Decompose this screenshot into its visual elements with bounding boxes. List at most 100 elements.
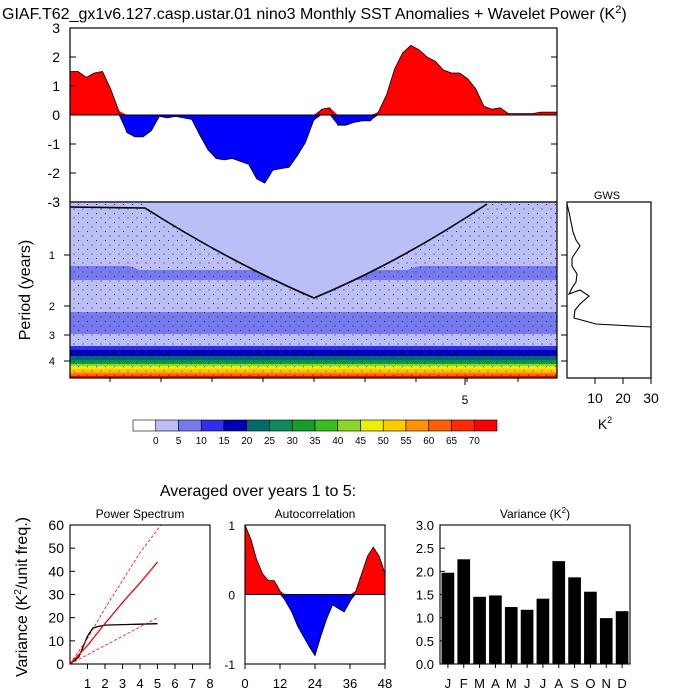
variance-ytick-label: 0.5 (416, 634, 434, 649)
colorbar-label: 50 (378, 436, 390, 447)
power-spectrum-spectrum-line (70, 623, 158, 664)
power-spectrum-xtick-label: 4 (136, 676, 143, 691)
variance-xtick-label: J (445, 676, 452, 691)
variance-bar (552, 561, 566, 664)
variance-bar (615, 611, 629, 664)
autocorrelation-line (244, 524, 386, 657)
power-spectrum-panel: Power Spectrum 0 10 20 30 40 50 60 1 2 3 4 5 6 7 8 Varia… (13, 507, 214, 691)
power-spectrum-ytick-label: 20 (48, 610, 64, 626)
gws-panel: GWS 10 20 30 K2 (561, 190, 659, 432)
colorbar-box (223, 419, 248, 432)
variance-xtick-label: A (491, 676, 500, 691)
cone-of-influence-line (69, 203, 488, 299)
gws-frame (566, 201, 652, 379)
colorbar-box (405, 419, 430, 432)
colorbar-label: 70 (469, 436, 481, 447)
anomaly-ytick-label: -3 (48, 194, 61, 210)
averaged-label: Averaged over years 1 to 5: (160, 483, 356, 500)
colorbar-box (451, 419, 475, 432)
power-spectrum-title: Power Spectrum (96, 507, 185, 521)
power-spectrum-xtick-label: 1 (84, 676, 91, 691)
autocorrelation-ytick-label: -1 (224, 658, 235, 672)
autocorrelation-ytick-label: 1 (228, 519, 235, 533)
colorbar-label: 15 (218, 436, 230, 447)
autocorrelation-ytick-label: 0 (228, 589, 235, 603)
anomaly-ytick-label: -2 (48, 165, 61, 181)
gws-xlabel: K2 (598, 415, 612, 432)
variance-bar (457, 559, 471, 664)
colorbar-box (314, 419, 339, 432)
colorbar-label: 65 (446, 436, 458, 447)
autocorrelation-xtick-label: 48 (378, 676, 392, 691)
wavelet-ytick-label: 3 (49, 330, 55, 342)
variance-bar (489, 595, 502, 664)
anomaly-ytick-label: 3 (52, 20, 60, 36)
variance-title: Variance (K2) (500, 506, 570, 521)
power-spectrum-xtick-label: 6 (171, 676, 178, 691)
power-spectrum-xtick-label: 7 (189, 676, 196, 691)
colorbar-label: 60 (423, 436, 435, 447)
variance-xtick-label: S (570, 676, 579, 691)
autocorrelation-xtick-label: 36 (343, 676, 357, 691)
variance-ytick-label: 2.5 (416, 541, 434, 556)
wavelet-panel: 1 2 3 4 Period (years) 5 (17, 201, 558, 407)
anomaly-panel: 3 2 1 0 -1 -2 -3 (48, 20, 558, 210)
autocorrelation-title: Autocorrelation (275, 507, 356, 521)
variance-bar (473, 596, 486, 664)
significance-stipple (70, 202, 557, 378)
wavelet-xtick-label: 5 (462, 393, 469, 407)
colorbar-label: 25 (264, 436, 276, 447)
colorbar: 0 5 10 15 20 25 30 35 40 45 50 55 60 65 70 (132, 419, 498, 447)
gws-line (566, 203, 652, 328)
variance-xtick-label: M (474, 676, 485, 691)
colorbar-label: 10 (196, 436, 208, 447)
wavelet-ytick-label: 1 (49, 250, 55, 262)
power-spectrum-ytick-label: 50 (48, 540, 64, 556)
anomaly-negative-area (70, 115, 557, 184)
power-spectrum-ytick-label: 0 (56, 656, 64, 672)
colorbar-box (473, 419, 498, 432)
colorbar-label: 55 (400, 436, 412, 447)
variance-xtick-label: J (524, 676, 531, 691)
figure-title: GIAF.T62_gx1v6.127.casp.ustar.01 nino3 M… (2, 4, 627, 23)
power-spectrum-ytick-label: 40 (48, 563, 64, 579)
colorbar-label: 45 (355, 436, 367, 447)
colorbar-box (178, 419, 202, 432)
anomaly-ytick-label: 1 (52, 78, 60, 94)
autocorrelation-negative-area (245, 594, 385, 656)
autocorrelation-xtick-label: 12 (273, 676, 287, 691)
power-spectrum-xtick-label: 5 (154, 676, 161, 691)
power-spectrum-ylabel: Variance (K2/unit freq.) (13, 517, 31, 677)
wavelet-ytick-label: 2 (49, 301, 55, 313)
colorbar-box (360, 419, 384, 432)
colorbar-box (155, 419, 179, 432)
variance-bar (568, 577, 581, 664)
colorbar-box (200, 419, 225, 432)
colorbar-box (382, 419, 407, 432)
anomaly-ytick-label: -1 (48, 136, 61, 152)
variance-ytick-label: 3.0 (416, 518, 434, 533)
variance-xtick-label: J (540, 676, 547, 691)
wavelet-ytick-label: 4 (49, 356, 55, 368)
variance-xtick-label: M (506, 676, 517, 691)
variance-ytick-label: 0.0 (416, 657, 434, 672)
autocorrelation-xtick-label: 24 (308, 676, 322, 691)
gws-xtick-label: 10 (587, 390, 603, 406)
colorbar-label: 5 (176, 436, 182, 447)
power-spectrum-lower-confidence-line (70, 617, 158, 664)
gws-title: GWS (594, 190, 620, 202)
cone-of-influence-fill (145, 202, 487, 298)
variance-xtick-label: O (585, 676, 595, 691)
variance-xtick-label: A (554, 676, 563, 691)
variance-bar (441, 572, 455, 664)
power-spectrum-ytick-label: 60 (48, 517, 64, 533)
power-spectrum-frame (69, 524, 211, 665)
variance-xtick-label: N (602, 676, 611, 691)
variance-ytick-label: 1.0 (416, 611, 434, 626)
power-spectrum-xtick-label: 8 (206, 676, 213, 691)
autocorrelation-positive-area (245, 525, 385, 595)
autocorrelation-panel: Autocorrelation 1 0 -1 0 12 24 36 48 (224, 507, 392, 691)
power-spectrum-xtick-label: 2 (101, 676, 108, 691)
colorbar-label: 30 (287, 436, 299, 447)
variance-bar (504, 607, 518, 664)
